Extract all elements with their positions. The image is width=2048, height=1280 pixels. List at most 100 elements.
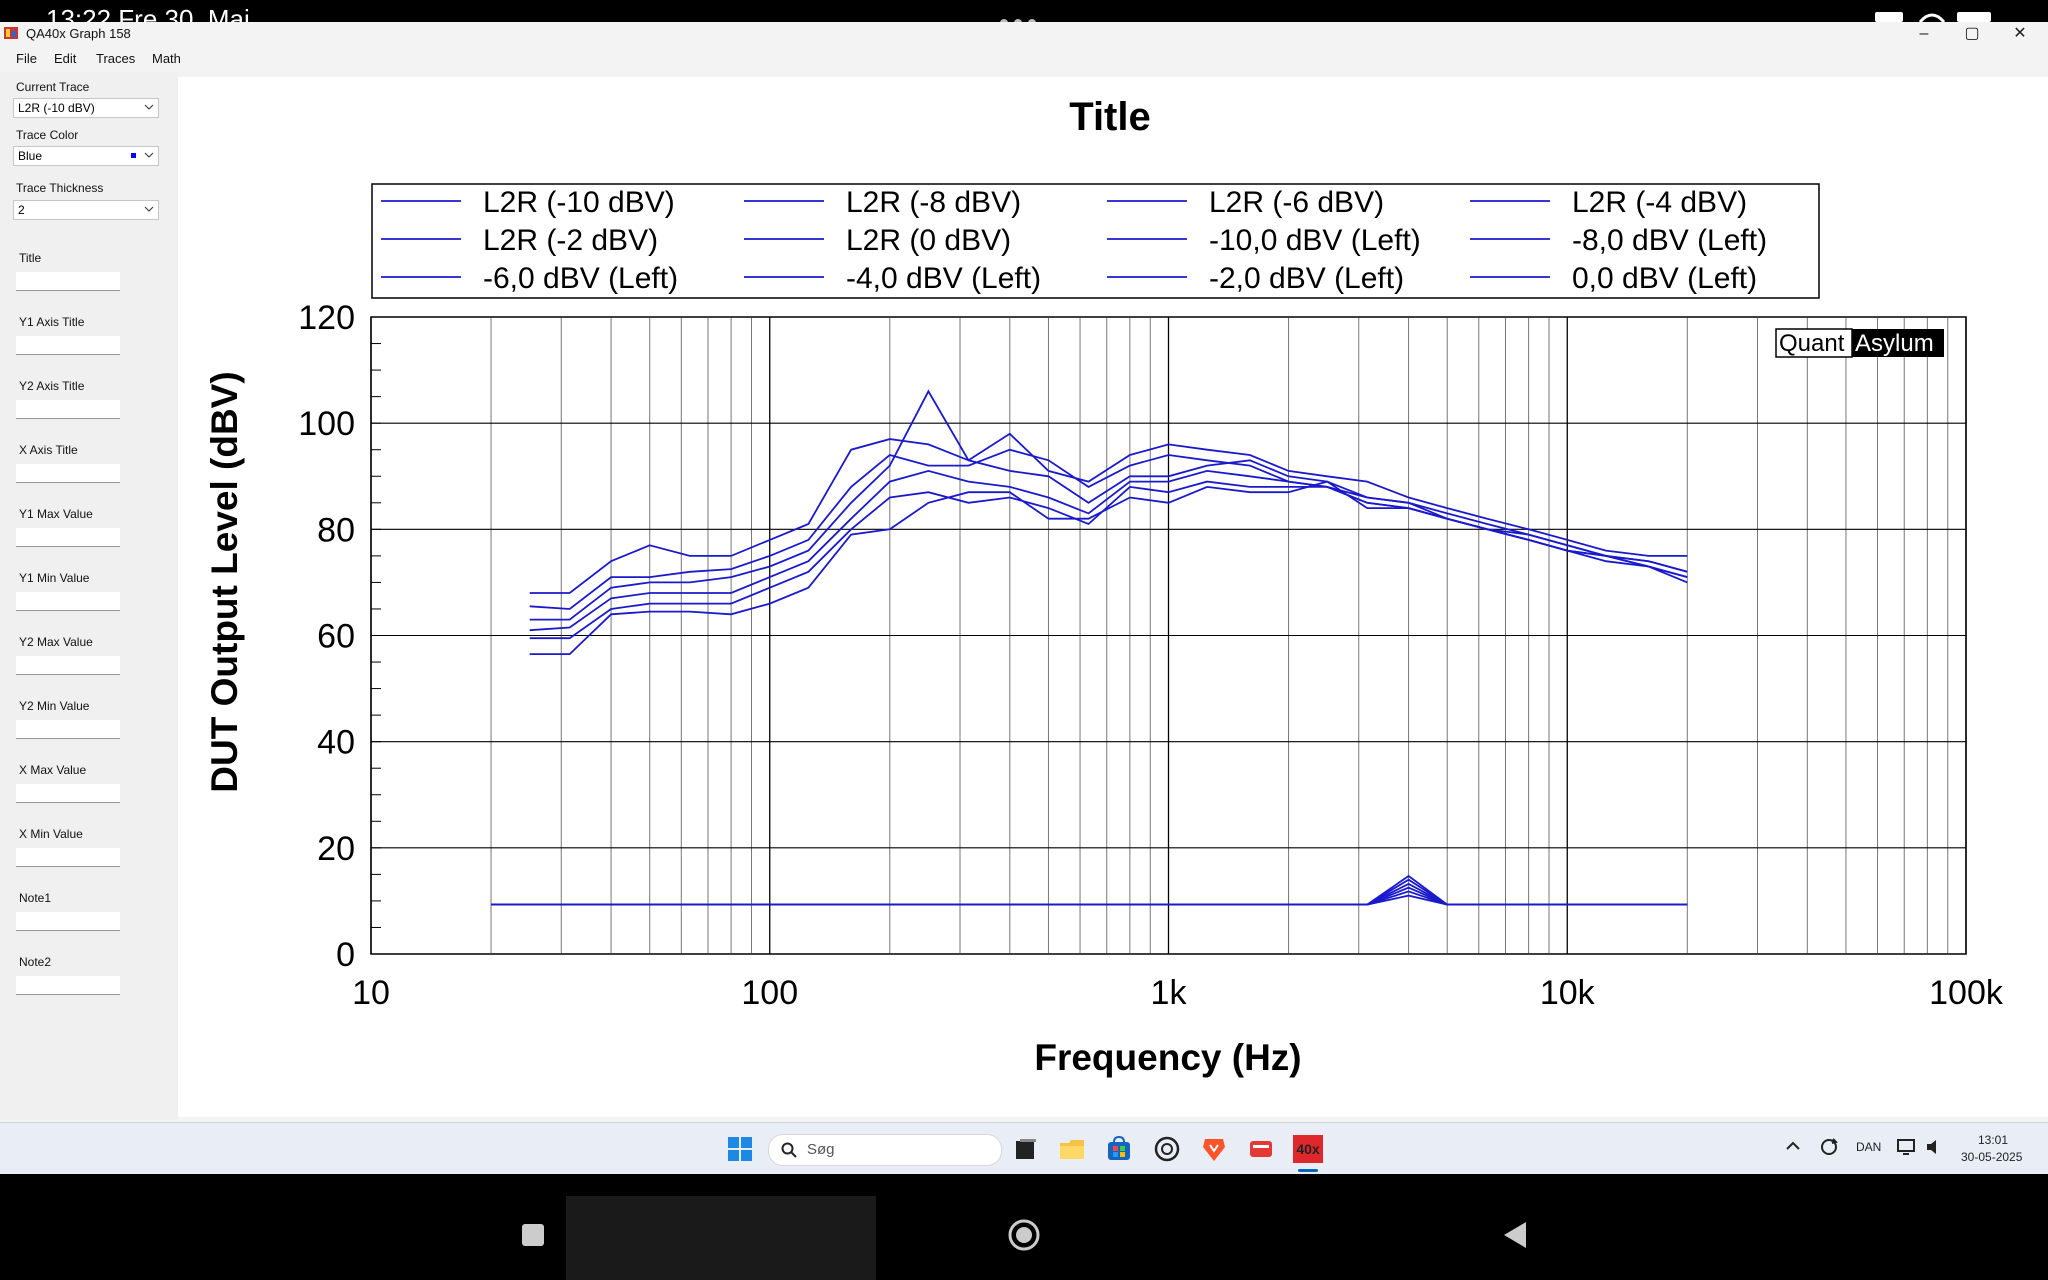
brave-browser-icon[interactable] [1200,1135,1228,1163]
x-tick-label: 100 [741,974,798,1012]
file-explorer-icon[interactable] [1058,1135,1086,1163]
graph-area: Title 10 100 1k 10k 100k 0 20 40 60 80 100 120 Freq… [178,77,2048,1117]
x-axis-title-label: X Axis Title [19,443,78,457]
x-min-value-field[interactable] [16,848,120,867]
y-tick-label: 100 [298,405,355,443]
window-title: QA40x Graph 158 [26,26,131,41]
chevron-up-icon[interactable] [1784,1137,1802,1155]
legend-label: L2R (-6 dBV) [1209,186,1384,219]
x-min-value-label: X Min Value [19,827,83,841]
watermark-asylum: Asylum [1855,330,1934,357]
menu-bar: File Edit Traces Math [0,46,2048,72]
trace-color-value: Blue [18,149,43,163]
menu-math[interactable]: Math [152,51,181,66]
current-trace-label: Current Trace [16,80,90,94]
status-bar: 13:22 Fre 30. Maj [0,0,2048,22]
title-field[interactable] [16,272,120,291]
current-trace-dropdown[interactable]: L2R (-10 dBV) [13,98,159,118]
y-tick-label: 60 [317,618,355,656]
note1-field[interactable] [16,912,120,931]
legend-label: L2R (-4 dBV) [1572,186,1747,219]
volume-icon[interactable] [1924,1136,1946,1158]
app-icon-red[interactable] [1247,1135,1275,1163]
x-tick-label: 100k [1929,974,2004,1012]
qa40x-taskbar-icon[interactable]: 40x [1293,1135,1323,1163]
note2-field[interactable] [16,976,120,995]
taskbar: Søg 40x DAN 13:01 30-05-2025 [0,1122,2048,1175]
y1-axis-title-field[interactable] [16,336,120,355]
x-max-value-field[interactable] [16,784,120,803]
trace-color-dropdown[interactable]: Blue [13,146,159,166]
status-time: 13:22 Fre 30. Maj [46,4,250,22]
y1-max-value-label: Y1 Max Value [19,507,93,521]
network-icon[interactable] [1896,1136,1918,1158]
legend-label: -8,0 dBV (Left) [1572,224,1767,257]
trace-color-label: Trace Color [16,128,79,142]
current-trace-value: L2R (-10 dBV) [18,101,95,115]
series-line [491,874,1688,906]
y-tick-label: 0 [336,936,355,974]
y-tick-label: 40 [317,724,355,762]
minimize-button[interactable]: – [1919,25,1929,42]
legend-box [371,183,1820,299]
y2-axis-title-field[interactable] [16,400,120,419]
x-max-value-label: X Max Value [19,763,87,777]
series-line [529,389,1688,621]
task-view-icon[interactable] [1012,1135,1040,1163]
home-button-icon[interactable] [1007,1218,1041,1252]
y2-max-value-field[interactable] [16,656,120,675]
legend-label: L2R (0 dBV) [846,224,1011,257]
trace-thickness-label: Trace Thickness [16,181,104,195]
title-label: Title [19,251,42,265]
android-nav-bar [0,1174,2048,1280]
y1-axis-title-label: Y1 Axis Title [19,315,85,329]
menu-traces[interactable]: Traces [96,51,136,66]
trace-thickness-dropdown[interactable]: 2 [13,200,159,220]
language-indicator[interactable]: DAN [1856,1140,1882,1154]
x-tick-label: 10k [1540,974,1596,1012]
y-tick-label: 20 [317,830,355,868]
chatgpt-icon[interactable] [1153,1135,1181,1163]
x-axis-title-field[interactable] [16,464,120,483]
legend-label: -4,0 dBV (Left) [846,262,1041,295]
trace-thickness-value: 2 [18,203,25,217]
x-tick-label: 1k [1151,974,1188,1012]
windows-start-icon[interactable] [726,1135,754,1163]
back-button-icon[interactable] [1500,1220,1530,1250]
close-button[interactable]: ✕ [2013,25,2027,42]
y-tick-label: 120 [298,299,355,337]
title-bar: QA40x Graph 158 – ▢ ✕ [0,22,2048,46]
maximize-button[interactable]: ▢ [1964,25,1980,42]
y2-max-value-label: Y2 Max Value [19,635,93,649]
taskbar-date[interactable]: 30-05-2025 [1961,1150,2023,1164]
app-icon [4,27,18,39]
y-axis-label: DUT Output Level (dBV) [204,371,245,792]
chart-title: Title [1069,95,1151,139]
y-tick-label: 80 [317,511,355,549]
taskbar-search[interactable]: Søg [768,1134,1002,1166]
chevron-down-icon [144,152,154,158]
y1-min-value-field[interactable] [16,592,120,611]
y2-min-value-label: Y2 Min Value [19,699,90,713]
grid [370,316,1967,955]
sync-icon[interactable] [1818,1136,1840,1158]
taskbar-time[interactable]: 13:01 [1978,1133,2009,1147]
menu-edit[interactable]: Edit [54,51,77,66]
store-icon[interactable] [1105,1135,1133,1163]
nav-zone-right [1566,1196,1876,1280]
y2-min-value-field[interactable] [16,720,120,739]
menu-file[interactable]: File [16,51,37,66]
y1-max-value-field[interactable] [16,528,120,547]
properties-panel: Current Trace L2R (-10 dBV) Trace Color … [0,72,178,1120]
series-line [529,448,1688,610]
series-line [529,432,1688,594]
axes: 10 100 1k 10k 100k 0 20 40 60 80 100 120 [298,299,2004,1012]
search-placeholder: Søg [807,1141,835,1158]
legend-label: -10,0 dBV (Left) [1209,224,1421,257]
x-tick-label: 10 [352,974,390,1012]
y1-min-value-label: Y1 Min Value [19,571,90,585]
watermark-quant: Quant [1779,330,1845,357]
legend-label: L2R (-10 dBV) [483,186,675,219]
chevron-down-icon [144,104,154,110]
recents-button-icon[interactable] [520,1222,546,1248]
